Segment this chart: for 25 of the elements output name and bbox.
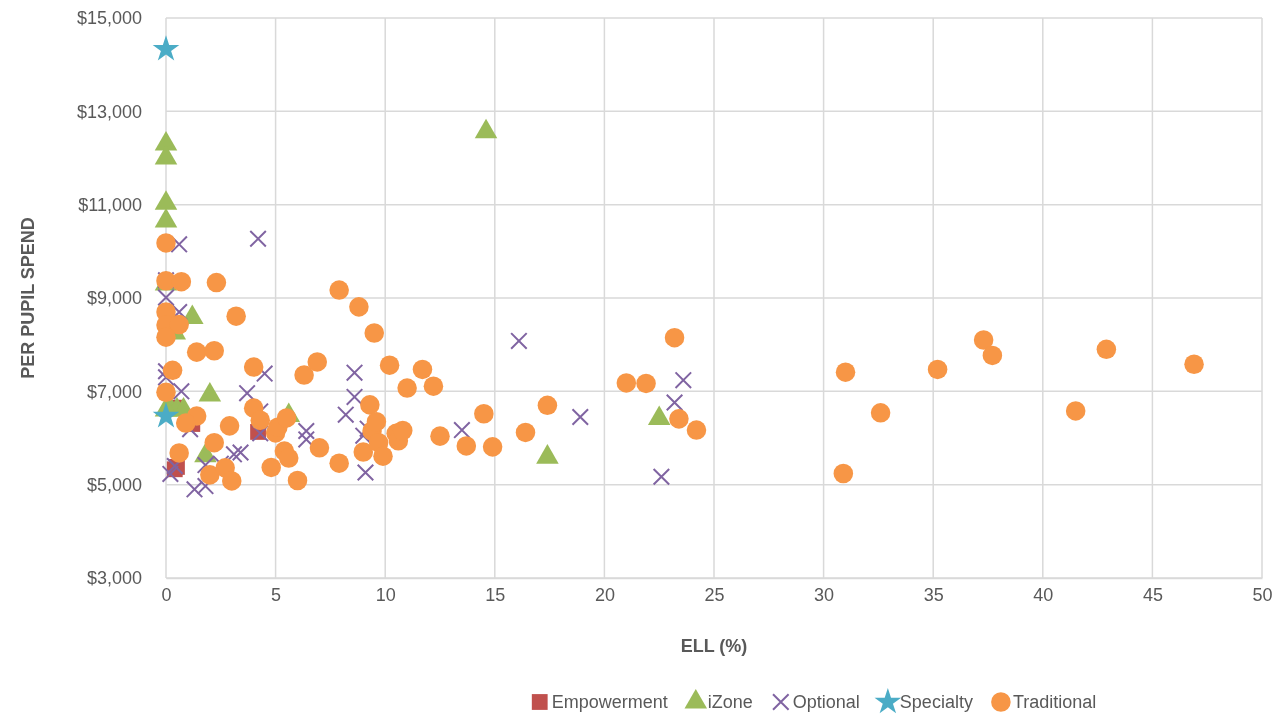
y-tick-label: $9,000: [86, 288, 142, 309]
x-tick-label: 40: [1033, 584, 1054, 605]
legend-label: Specialty: [899, 692, 973, 712]
legend-label: iZone: [707, 692, 753, 712]
x-tick-label: 25: [704, 584, 725, 605]
y-axis-title: PER PUPIL SPEND: [18, 217, 38, 379]
legend-label: Empowerment: [551, 692, 668, 712]
x-tick-label: 5: [271, 584, 282, 605]
legend-label: Traditional: [1012, 692, 1097, 712]
x-tick-label: 10: [375, 584, 396, 605]
x-tick-label: 30: [814, 584, 835, 605]
y-tick-label: $11,000: [78, 194, 142, 215]
x-tick-label: 50: [1252, 584, 1273, 605]
y-tick-label: $3,000: [86, 568, 142, 589]
y-tick-label: $15,000: [76, 8, 142, 29]
x-tick-label: 15: [485, 584, 506, 605]
legend-label: Optional: [792, 692, 860, 712]
x-axis-title: ELL (%): [680, 636, 748, 656]
y-tick-label: $13,000: [76, 101, 142, 122]
x-tick-label: 0: [161, 584, 172, 605]
x-tick-label: 45: [1142, 584, 1163, 605]
x-tick-label: 35: [923, 584, 944, 605]
x-tick-label: 20: [594, 584, 615, 605]
y-tick-label: $5,000: [86, 474, 142, 495]
y-tick-label: $7,000: [86, 381, 142, 402]
